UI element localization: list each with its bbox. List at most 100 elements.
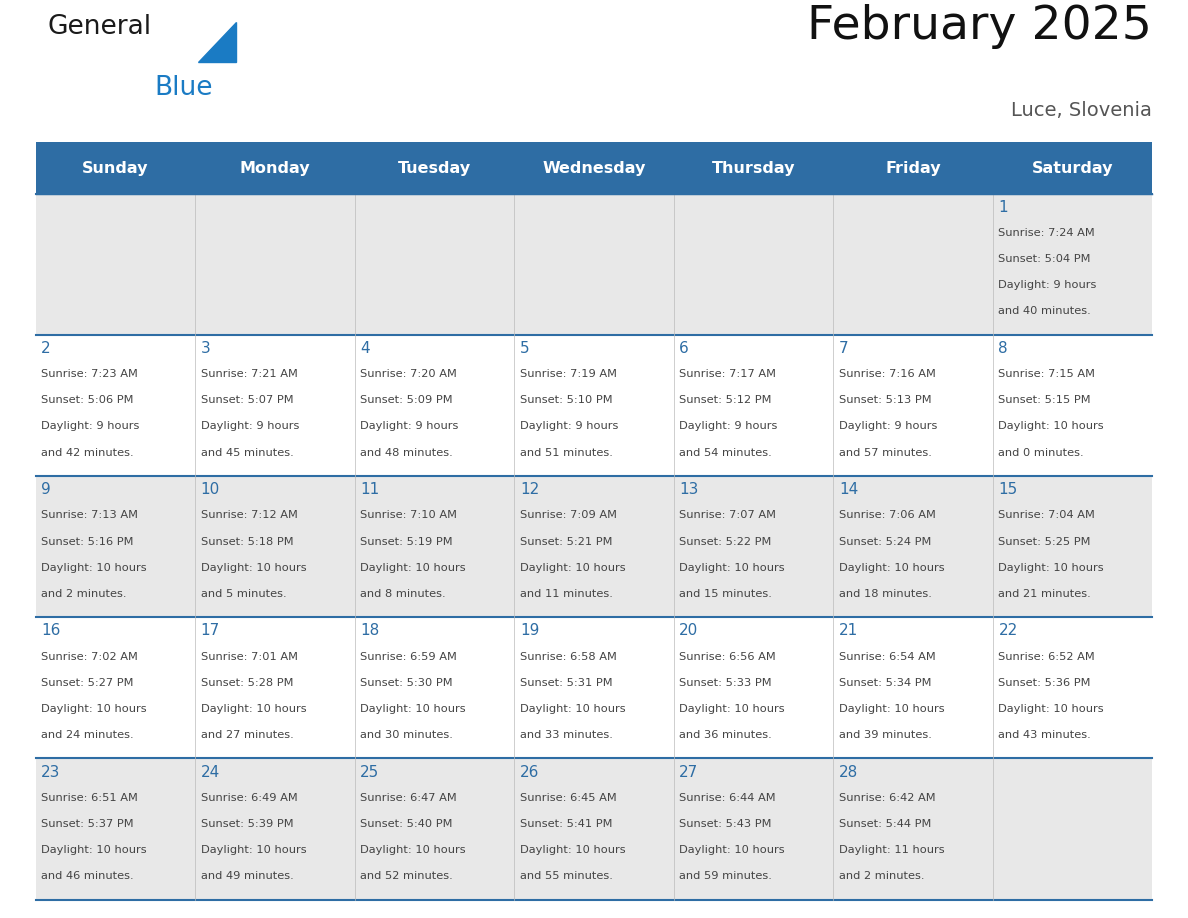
Text: and 46 minutes.: and 46 minutes.: [42, 871, 134, 881]
Text: Sunday: Sunday: [82, 161, 148, 175]
Text: and 49 minutes.: and 49 minutes.: [201, 871, 293, 881]
Text: Sunrise: 6:56 AM: Sunrise: 6:56 AM: [680, 652, 776, 662]
Text: Sunrise: 7:16 AM: Sunrise: 7:16 AM: [839, 369, 936, 379]
Bar: [36, 142, 1152, 194]
Bar: [36, 335, 1152, 476]
Text: Daylight: 10 hours: Daylight: 10 hours: [520, 563, 625, 573]
Text: Daylight: 10 hours: Daylight: 10 hours: [998, 421, 1104, 431]
Text: Sunrise: 7:23 AM: Sunrise: 7:23 AM: [42, 369, 138, 379]
Text: and 45 minutes.: and 45 minutes.: [201, 448, 293, 457]
Text: and 30 minutes.: and 30 minutes.: [360, 730, 453, 740]
Text: Daylight: 10 hours: Daylight: 10 hours: [42, 704, 147, 714]
Text: Sunrise: 6:42 AM: Sunrise: 6:42 AM: [839, 793, 935, 802]
Text: Daylight: 9 hours: Daylight: 9 hours: [998, 280, 1097, 290]
Text: Thursday: Thursday: [712, 161, 795, 175]
Text: Sunset: 5:39 PM: Sunset: 5:39 PM: [201, 819, 293, 829]
Text: Sunrise: 6:47 AM: Sunrise: 6:47 AM: [360, 793, 457, 802]
Text: 27: 27: [680, 765, 699, 779]
Text: Sunset: 5:34 PM: Sunset: 5:34 PM: [839, 677, 931, 688]
Text: Daylight: 11 hours: Daylight: 11 hours: [839, 845, 944, 855]
Text: Sunset: 5:16 PM: Sunset: 5:16 PM: [42, 536, 134, 546]
Text: Daylight: 10 hours: Daylight: 10 hours: [520, 845, 625, 855]
Text: and 57 minutes.: and 57 minutes.: [839, 448, 931, 457]
Text: Daylight: 9 hours: Daylight: 9 hours: [680, 421, 778, 431]
Text: General: General: [48, 15, 152, 40]
Text: 10: 10: [201, 482, 220, 498]
Text: Sunset: 5:09 PM: Sunset: 5:09 PM: [360, 396, 453, 406]
Text: and 11 minutes.: and 11 minutes.: [520, 588, 613, 599]
Text: Daylight: 10 hours: Daylight: 10 hours: [201, 563, 307, 573]
Text: Daylight: 10 hours: Daylight: 10 hours: [680, 845, 785, 855]
Text: 21: 21: [839, 623, 858, 638]
Text: Daylight: 10 hours: Daylight: 10 hours: [42, 845, 147, 855]
Text: 4: 4: [360, 341, 369, 356]
Text: 23: 23: [42, 765, 61, 779]
Text: Daylight: 10 hours: Daylight: 10 hours: [201, 704, 307, 714]
Text: Sunset: 5:44 PM: Sunset: 5:44 PM: [839, 819, 931, 829]
Text: 25: 25: [360, 765, 379, 779]
Text: 16: 16: [42, 623, 61, 638]
Text: Saturday: Saturday: [1032, 161, 1113, 175]
Text: and 42 minutes.: and 42 minutes.: [42, 448, 134, 457]
Text: Daylight: 10 hours: Daylight: 10 hours: [201, 845, 307, 855]
Text: Sunset: 5:43 PM: Sunset: 5:43 PM: [680, 819, 772, 829]
Text: Sunrise: 7:20 AM: Sunrise: 7:20 AM: [360, 369, 457, 379]
Text: and 24 minutes.: and 24 minutes.: [42, 730, 134, 740]
Text: Sunset: 5:27 PM: Sunset: 5:27 PM: [42, 677, 134, 688]
Text: Sunrise: 7:09 AM: Sunrise: 7:09 AM: [520, 510, 617, 521]
Text: 14: 14: [839, 482, 858, 498]
Text: Sunset: 5:19 PM: Sunset: 5:19 PM: [360, 536, 453, 546]
Text: 17: 17: [201, 623, 220, 638]
Text: Daylight: 9 hours: Daylight: 9 hours: [839, 421, 937, 431]
Text: Sunset: 5:24 PM: Sunset: 5:24 PM: [839, 536, 931, 546]
Text: 19: 19: [520, 623, 539, 638]
Text: and 0 minutes.: and 0 minutes.: [998, 448, 1083, 457]
Bar: [36, 617, 1152, 758]
Text: 2: 2: [42, 341, 51, 356]
Text: and 59 minutes.: and 59 minutes.: [680, 871, 772, 881]
Polygon shape: [198, 22, 235, 62]
Text: Sunset: 5:33 PM: Sunset: 5:33 PM: [680, 677, 772, 688]
Text: Sunrise: 6:58 AM: Sunrise: 6:58 AM: [520, 652, 617, 662]
Text: Sunset: 5:28 PM: Sunset: 5:28 PM: [201, 677, 293, 688]
Text: and 52 minutes.: and 52 minutes.: [360, 871, 453, 881]
Text: Sunrise: 7:13 AM: Sunrise: 7:13 AM: [42, 510, 138, 521]
Text: Daylight: 10 hours: Daylight: 10 hours: [520, 704, 625, 714]
Bar: [36, 758, 1152, 900]
Text: and 8 minutes.: and 8 minutes.: [360, 588, 446, 599]
Text: 26: 26: [520, 765, 539, 779]
Text: Sunset: 5:18 PM: Sunset: 5:18 PM: [201, 536, 293, 546]
Text: and 15 minutes.: and 15 minutes.: [680, 588, 772, 599]
Text: Daylight: 9 hours: Daylight: 9 hours: [42, 421, 140, 431]
Text: Monday: Monday: [240, 161, 310, 175]
Bar: [36, 194, 1152, 335]
Text: Friday: Friday: [885, 161, 941, 175]
Text: Sunrise: 7:01 AM: Sunrise: 7:01 AM: [201, 652, 298, 662]
Text: 1: 1: [998, 200, 1009, 215]
Text: Sunrise: 7:19 AM: Sunrise: 7:19 AM: [520, 369, 617, 379]
Text: Sunrise: 6:49 AM: Sunrise: 6:49 AM: [201, 793, 297, 802]
Text: Sunset: 5:06 PM: Sunset: 5:06 PM: [42, 396, 134, 406]
Text: Daylight: 10 hours: Daylight: 10 hours: [998, 704, 1104, 714]
Text: Tuesday: Tuesday: [398, 161, 470, 175]
Text: Daylight: 10 hours: Daylight: 10 hours: [998, 563, 1104, 573]
Text: and 21 minutes.: and 21 minutes.: [998, 588, 1091, 599]
Text: 11: 11: [360, 482, 379, 498]
Text: Sunrise: 6:45 AM: Sunrise: 6:45 AM: [520, 793, 617, 802]
Text: Sunset: 5:07 PM: Sunset: 5:07 PM: [201, 396, 293, 406]
Text: 22: 22: [998, 623, 1018, 638]
Text: 20: 20: [680, 623, 699, 638]
Text: and 2 minutes.: and 2 minutes.: [839, 871, 924, 881]
Text: 6: 6: [680, 341, 689, 356]
Text: Sunrise: 7:07 AM: Sunrise: 7:07 AM: [680, 510, 776, 521]
Text: Sunset: 5:37 PM: Sunset: 5:37 PM: [42, 819, 134, 829]
Text: Daylight: 9 hours: Daylight: 9 hours: [201, 421, 299, 431]
Text: Daylight: 10 hours: Daylight: 10 hours: [839, 563, 944, 573]
Text: and 51 minutes.: and 51 minutes.: [520, 448, 613, 457]
Text: and 5 minutes.: and 5 minutes.: [201, 588, 286, 599]
Text: 3: 3: [201, 341, 210, 356]
Text: Sunrise: 6:54 AM: Sunrise: 6:54 AM: [839, 652, 936, 662]
Text: Daylight: 9 hours: Daylight: 9 hours: [360, 421, 459, 431]
Text: 5: 5: [520, 341, 530, 356]
Text: and 33 minutes.: and 33 minutes.: [520, 730, 613, 740]
